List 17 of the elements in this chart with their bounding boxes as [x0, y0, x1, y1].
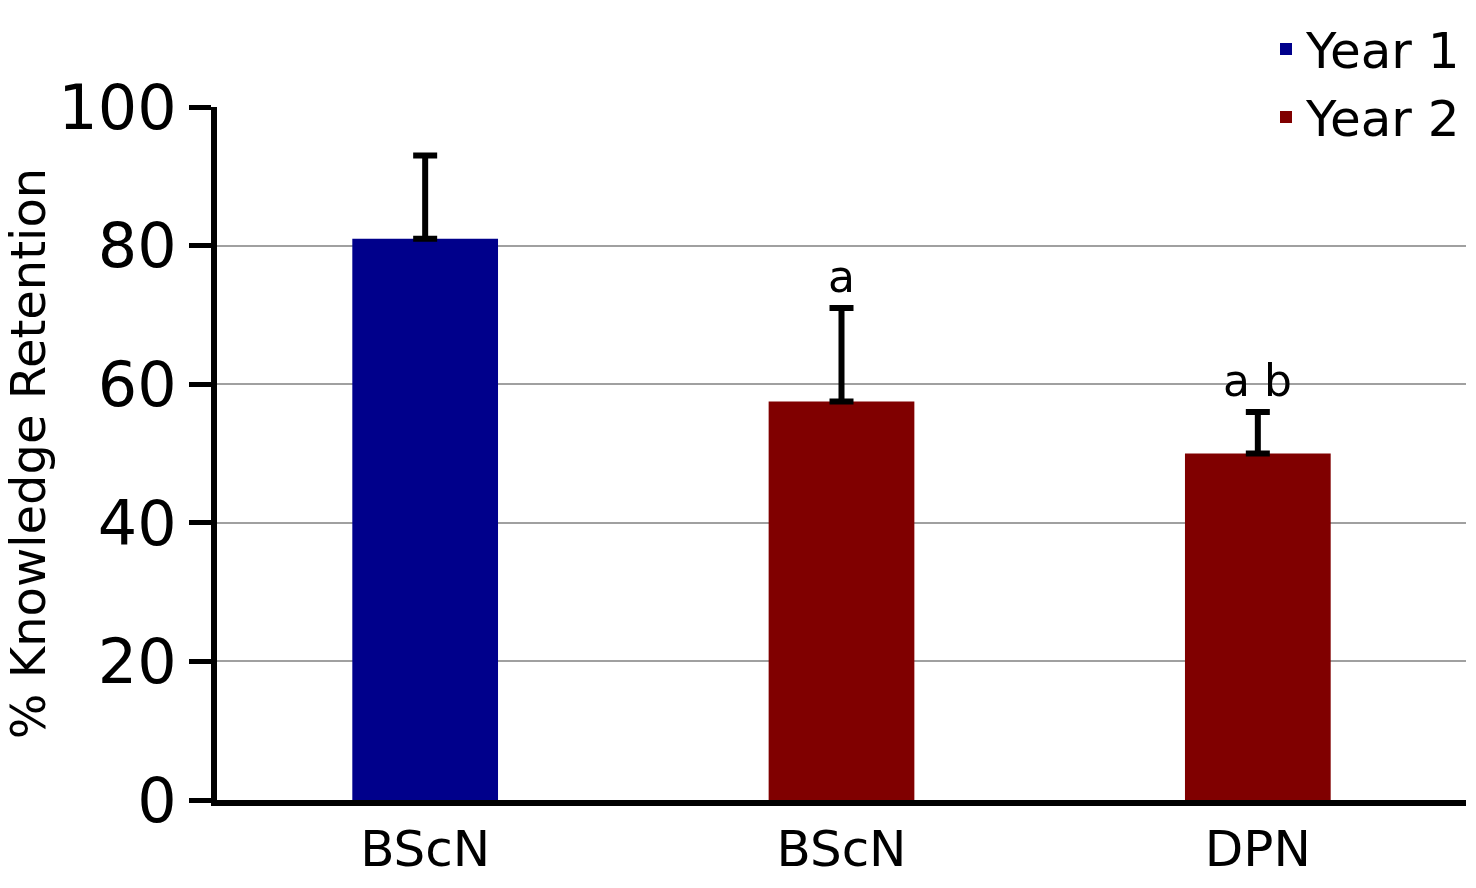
annotation: a [828, 251, 855, 302]
x-tick-label: BScN [360, 820, 491, 878]
y-tick-label: 80 [97, 209, 177, 283]
y-tick-label: 60 [97, 347, 177, 421]
y-tick-label: 20 [97, 625, 177, 699]
x-tick-label: DPN [1204, 820, 1311, 878]
y-tick-label: 100 [58, 70, 177, 144]
bar [352, 238, 499, 800]
y-axis-title: % Knowledge Retention [0, 167, 56, 740]
y-tick-label: 0 [137, 763, 177, 837]
bar [768, 401, 915, 800]
legend-label: Year 2 [1305, 90, 1460, 149]
annotation: a b [1223, 355, 1292, 406]
bar [1184, 453, 1331, 800]
y-tick-label: 40 [97, 486, 177, 560]
legend-label: Year 1 [1305, 22, 1460, 81]
x-tick-label: BScN [776, 820, 907, 878]
